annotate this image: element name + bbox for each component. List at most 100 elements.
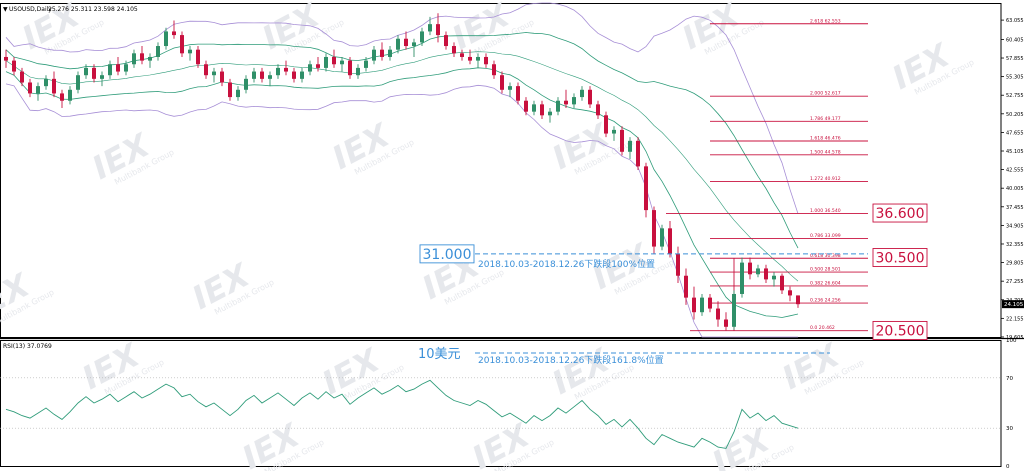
candle-body bbox=[716, 308, 720, 320]
fib-level-label: 0.0 20.462 bbox=[810, 325, 835, 331]
annotation-label: 31.000 bbox=[423, 247, 472, 263]
candle-body bbox=[516, 86, 520, 101]
fib-level-label: 0.236 24.256 bbox=[810, 298, 841, 304]
chart-dropdown-icon: ▼ bbox=[3, 6, 8, 13]
bollinger-middle bbox=[5, 51, 799, 282]
candle-body bbox=[596, 104, 600, 116]
candle-body bbox=[484, 56, 488, 65]
candle-body bbox=[60, 93, 64, 101]
rsi-line bbox=[5, 379, 799, 449]
price-tick-label: 45.105 bbox=[1006, 149, 1024, 155]
rsi-tick-label: 100 bbox=[1006, 338, 1017, 344]
candle-body bbox=[700, 297, 704, 313]
fib-level-label: 0.382 26.604 bbox=[810, 280, 841, 286]
candle-body bbox=[604, 115, 608, 134]
candle-body bbox=[428, 24, 432, 32]
candle-body bbox=[308, 64, 312, 72]
candle-body bbox=[124, 64, 128, 72]
candle-body bbox=[340, 60, 344, 65]
price-tick-label: 29.805 bbox=[1006, 261, 1024, 267]
rsi-plot-frame bbox=[0, 340, 1002, 467]
annotation-label: 20.500 bbox=[876, 323, 925, 339]
candle-body bbox=[84, 67, 88, 76]
candle-body bbox=[28, 82, 32, 94]
candle-body bbox=[476, 56, 480, 61]
candle-body bbox=[524, 100, 528, 112]
candle-body bbox=[156, 46, 160, 57]
price-tick-label: 47.655 bbox=[1006, 130, 1024, 136]
candle-body bbox=[444, 35, 448, 47]
candle-body bbox=[252, 71, 256, 79]
candle-body bbox=[788, 290, 792, 296]
candle-body bbox=[404, 38, 408, 47]
candle-body bbox=[36, 86, 40, 94]
candle-body bbox=[324, 56, 328, 68]
candle-body bbox=[388, 49, 392, 57]
bollinger-inner-lower bbox=[5, 67, 799, 318]
rsi-tick-label: 30 bbox=[1006, 426, 1013, 432]
candle-body bbox=[780, 275, 784, 291]
rsi-note-label: 10美元 bbox=[418, 347, 461, 362]
candle-body bbox=[740, 262, 744, 294]
candle-body bbox=[756, 268, 760, 275]
bollinger-outer-lower bbox=[5, 83, 798, 338]
candle-body bbox=[748, 262, 752, 275]
fib-level-label: 1.272 40.912 bbox=[810, 176, 841, 182]
price-tick-label: 37.455 bbox=[1006, 205, 1024, 211]
candle-body bbox=[148, 56, 152, 61]
annotation-box bbox=[872, 320, 928, 340]
annotation-box bbox=[419, 244, 475, 264]
candle-body bbox=[580, 89, 584, 98]
dashed-1618-label: 2018.10.03-2018.12.26下跌段161.8%位置 bbox=[478, 354, 664, 366]
watermark-logo: IEX bbox=[236, 415, 307, 471]
candle-body bbox=[588, 89, 592, 105]
candle-body bbox=[260, 71, 264, 79]
price-tick-label: 19.605 bbox=[1006, 335, 1024, 341]
candle-body bbox=[276, 67, 280, 76]
candle-body bbox=[228, 82, 232, 98]
candle-body bbox=[500, 75, 504, 90]
candle-body bbox=[436, 24, 440, 36]
candle-body bbox=[692, 297, 696, 313]
candle-body bbox=[668, 228, 672, 254]
candle-body bbox=[164, 31, 168, 47]
candle-body bbox=[540, 104, 544, 116]
candle-body bbox=[100, 75, 104, 79]
candle-body bbox=[332, 56, 336, 65]
candle-body bbox=[396, 38, 400, 50]
candle-body bbox=[620, 129, 624, 152]
candle-body bbox=[492, 64, 496, 76]
candle-body bbox=[420, 31, 424, 43]
fib-level-label: 2.618 62.553 bbox=[810, 18, 841, 24]
candle-body bbox=[300, 71, 304, 79]
candle-body bbox=[316, 64, 320, 68]
bollinger-inner-upper bbox=[5, 32, 799, 249]
current-price-label: 24.105 bbox=[1004, 302, 1024, 308]
symbol-label: USOUSD,Daily bbox=[9, 6, 52, 13]
candle-body bbox=[284, 67, 288, 72]
candle-body bbox=[708, 297, 712, 309]
fib-level-label: 1.500 44.578 bbox=[810, 149, 841, 155]
candle-body bbox=[292, 71, 296, 79]
candle-body bbox=[732, 293, 736, 327]
candle-body bbox=[412, 42, 416, 47]
candle-body bbox=[460, 53, 464, 57]
price-tick-label: 34.905 bbox=[1006, 223, 1024, 229]
candle-body bbox=[76, 75, 80, 90]
price-tick-label: 40.005 bbox=[1006, 186, 1024, 192]
candle-body bbox=[652, 210, 656, 247]
candle-body bbox=[188, 49, 192, 54]
bollinger-outer-upper bbox=[5, 2, 799, 214]
candle-body bbox=[380, 49, 384, 57]
candle-body bbox=[684, 275, 688, 298]
candle-body bbox=[660, 228, 664, 247]
fib-level-label: 2.000 52.617 bbox=[810, 91, 841, 97]
candle-body bbox=[644, 166, 648, 211]
fib-level-label: 1.000 36.540 bbox=[810, 208, 841, 214]
candle-body bbox=[348, 60, 352, 76]
fib-level-label: 0.618 30.398 bbox=[810, 253, 841, 259]
main-plot-frame bbox=[0, 3, 1002, 338]
candle-body bbox=[764, 268, 768, 280]
price-tick-label: 27.255 bbox=[1006, 279, 1024, 285]
